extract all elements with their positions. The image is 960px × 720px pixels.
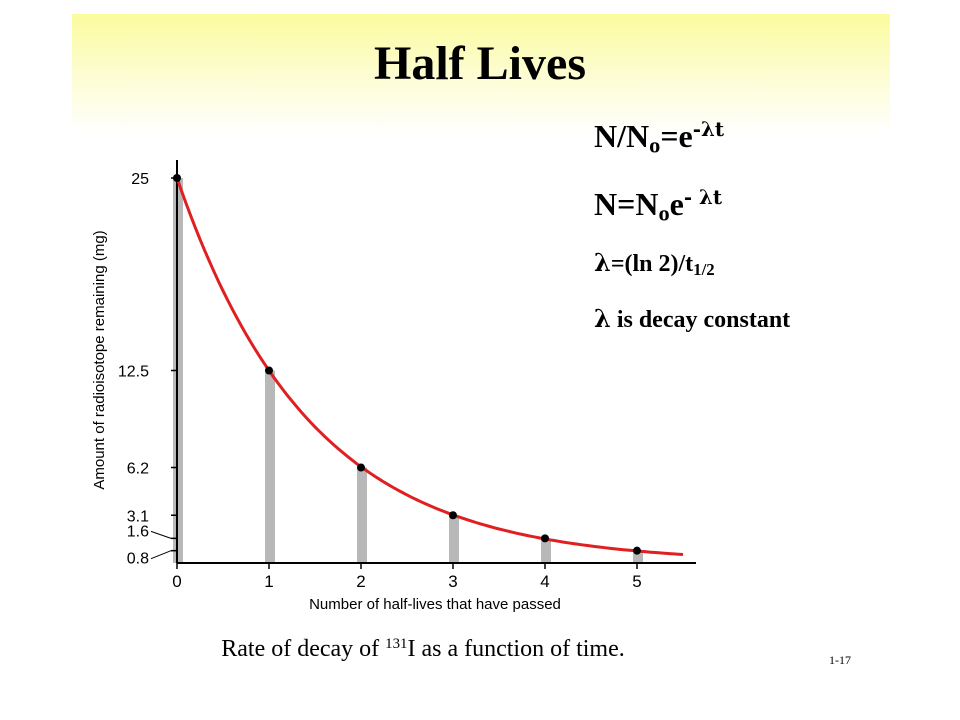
x-axis-label: Number of half-lives that have passed (309, 596, 561, 613)
half-life-bar (449, 515, 459, 563)
y-tick-label: 1.6 (127, 523, 149, 540)
y-tick-label: 6.2 (127, 461, 149, 478)
x-tick-label: 1 (264, 572, 273, 591)
slide-number: 1-17 (829, 653, 851, 667)
half-life-bar (633, 550, 643, 563)
data-point (541, 534, 549, 543)
half-life-bar (265, 370, 275, 563)
bars-layer (173, 178, 643, 563)
data-point (173, 174, 181, 182)
data-point (449, 511, 457, 520)
y-tick-label: 12.5 (118, 364, 149, 381)
y-axis-label: Amount of radioisotope remaining (mg) (91, 230, 108, 489)
x-tick-label: 2 (356, 572, 365, 591)
x-tick-label: 5 (632, 572, 641, 591)
equation-ratio: N/No=e-λt (594, 117, 725, 158)
y-tick-leader (150, 550, 172, 560)
half-life-bar (541, 538, 551, 563)
half-life-chart: 0 1 2 3 4 5 25 12.5 6.2 3.11.6 0.8 Number of half-… (91, 160, 696, 613)
y-tick-label: 3.1 (127, 508, 149, 525)
equation-amount: N=Noe- λt (594, 185, 723, 226)
data-point (265, 366, 273, 375)
data-point (633, 546, 641, 555)
x-tick-label: 0 (172, 572, 181, 591)
slide-title: Half Lives (374, 37, 586, 90)
chart-caption: Rate of decay of 131I as a function of t… (221, 635, 625, 662)
x-tick-label: 4 (540, 572, 549, 591)
y-tick-leader (150, 530, 172, 539)
lambda-definition: λ is decay constant (594, 304, 791, 333)
y-tick-label: 0.8 (127, 551, 149, 568)
decay-curve (175, 177, 684, 556)
data-point (357, 463, 365, 472)
half-life-bar (357, 467, 367, 563)
y-tick-label: 25 (131, 171, 149, 188)
title-band (72, 14, 890, 134)
ticks-layer: 0 1 2 3 4 5 25 12.5 6.2 3.11.6 0.8 (118, 171, 642, 591)
x-tick-label: 3 (448, 572, 457, 591)
points-layer (173, 174, 641, 555)
equation-lambda: λ=(ln 2)/t1/2 (594, 248, 715, 280)
